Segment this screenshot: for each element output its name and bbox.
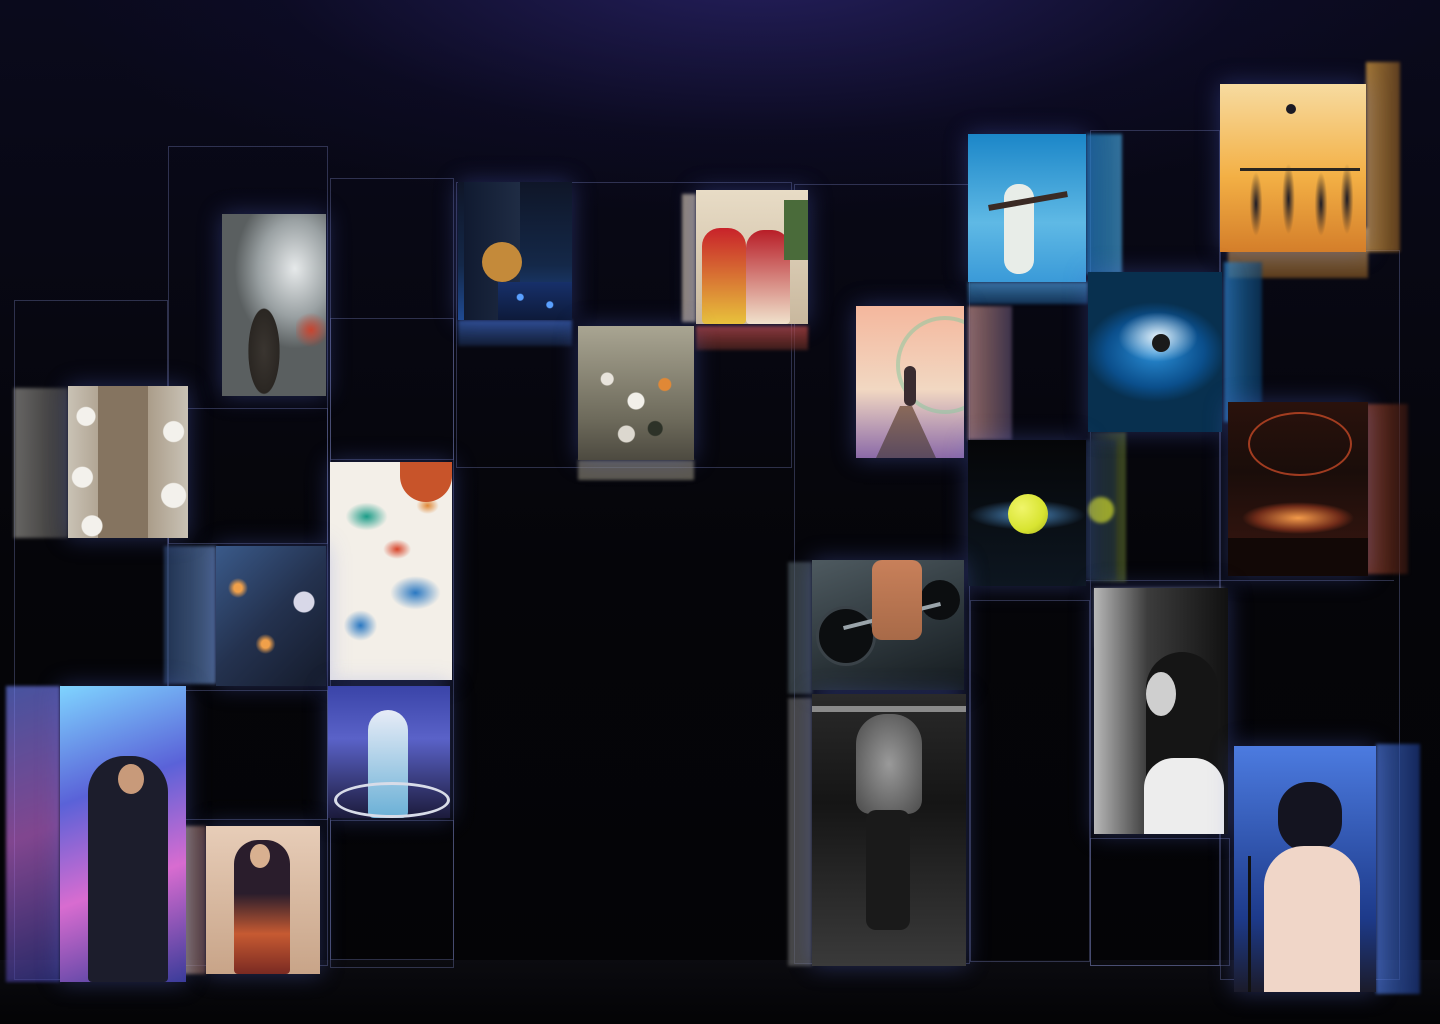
panel-side-glow bbox=[1086, 440, 1116, 580]
photo-panel-tennis-ball[interactable] bbox=[968, 440, 1086, 586]
singer-body bbox=[1264, 846, 1360, 992]
panel-side-glow bbox=[1366, 62, 1400, 252]
stage-lights bbox=[1228, 498, 1368, 538]
plates bbox=[68, 386, 188, 538]
frame-cell bbox=[168, 690, 328, 820]
swimmer-head bbox=[1152, 334, 1170, 352]
photo-panel-man-singing[interactable] bbox=[60, 686, 186, 982]
frame-cell bbox=[1090, 838, 1230, 966]
arena-dome bbox=[1248, 412, 1352, 476]
volleyball bbox=[1286, 104, 1296, 114]
panel-side-glow bbox=[788, 698, 812, 966]
panel-side-glow bbox=[6, 686, 60, 982]
panel-side-glow bbox=[1224, 262, 1262, 422]
barbell-plate bbox=[920, 580, 960, 620]
woman-face bbox=[1146, 672, 1176, 716]
photo-panel-singer-stage[interactable] bbox=[1234, 746, 1376, 992]
panel-side-glow bbox=[1086, 134, 1122, 274]
photo-panel-weightlifting[interactable] bbox=[812, 560, 964, 690]
pullup-bar bbox=[812, 706, 966, 712]
figure-silhouette bbox=[236, 284, 292, 396]
photo-panel-dancer-performer[interactable] bbox=[328, 686, 450, 818]
barbell-plate bbox=[816, 606, 876, 666]
foliage bbox=[784, 200, 808, 260]
frame-cell bbox=[330, 318, 454, 460]
panel-side-glow bbox=[788, 562, 812, 694]
panel-side-glow bbox=[968, 306, 1012, 440]
frame-cell bbox=[970, 580, 1394, 590]
panel-side-glow bbox=[696, 326, 808, 350]
paint-bowl bbox=[400, 462, 452, 502]
woman-red-dress bbox=[702, 228, 746, 324]
photo-panel-dinner-table[interactable] bbox=[68, 386, 188, 538]
photo-panel-woman-courtyard[interactable] bbox=[206, 826, 320, 974]
athlete-legs bbox=[872, 560, 922, 640]
woman-red-dress bbox=[746, 230, 790, 324]
crowd-lights bbox=[498, 282, 572, 320]
photo-panel-beach-volleyball[interactable] bbox=[1220, 84, 1366, 252]
tennis-ball-shape bbox=[1008, 494, 1048, 534]
microphone-stand bbox=[1248, 856, 1251, 992]
photo-panel-concert-lights[interactable] bbox=[1228, 402, 1368, 576]
panel-side-glow bbox=[14, 388, 68, 538]
photo-panel-candle-dinner[interactable] bbox=[216, 546, 326, 686]
woman-shoulder bbox=[1144, 758, 1224, 834]
frame-cell bbox=[330, 820, 454, 960]
panel-side-glow bbox=[1376, 744, 1420, 994]
crowd-silhouette bbox=[1228, 538, 1368, 576]
man-face bbox=[118, 764, 144, 794]
photo-panel-street-parade[interactable] bbox=[578, 326, 694, 460]
photo-panel-pull-up[interactable] bbox=[812, 694, 966, 966]
photo-panel-swimmer[interactable] bbox=[1088, 272, 1222, 432]
photo-panel-woman-profile[interactable] bbox=[1094, 588, 1228, 834]
panel-side-glow bbox=[164, 546, 216, 684]
photo-panel-dancer-pool[interactable] bbox=[968, 134, 1086, 282]
panel-side-glow bbox=[458, 320, 572, 346]
athlete-torso bbox=[856, 714, 922, 814]
photo-panel-concert-singer[interactable] bbox=[222, 214, 326, 396]
candle-lights bbox=[216, 546, 326, 686]
photo-panel-paint-palette[interactable] bbox=[330, 462, 452, 680]
frame-cell bbox=[970, 600, 1090, 962]
frame-cell bbox=[168, 408, 328, 544]
panel-side-glow bbox=[578, 460, 694, 480]
guitar-shape bbox=[482, 242, 522, 282]
ribbon-rings bbox=[334, 782, 450, 818]
singer-hair bbox=[1278, 782, 1342, 852]
dancer-figure bbox=[904, 366, 916, 406]
woman-face bbox=[250, 844, 270, 868]
crowd-figures bbox=[588, 346, 684, 456]
panel-side-glow bbox=[968, 282, 1088, 304]
smoke-light bbox=[296, 310, 326, 350]
panel-side-glow bbox=[682, 194, 696, 322]
players-silhouette bbox=[1230, 144, 1360, 244]
photo-panel-pier-dancer[interactable] bbox=[856, 306, 964, 458]
photo-panel-guitarist[interactable] bbox=[458, 182, 572, 320]
photo-panel-costume-festival[interactable] bbox=[696, 190, 808, 324]
panel-side-glow bbox=[1366, 404, 1408, 574]
volleyball-net bbox=[1240, 168, 1360, 171]
athlete-legs bbox=[866, 810, 910, 930]
